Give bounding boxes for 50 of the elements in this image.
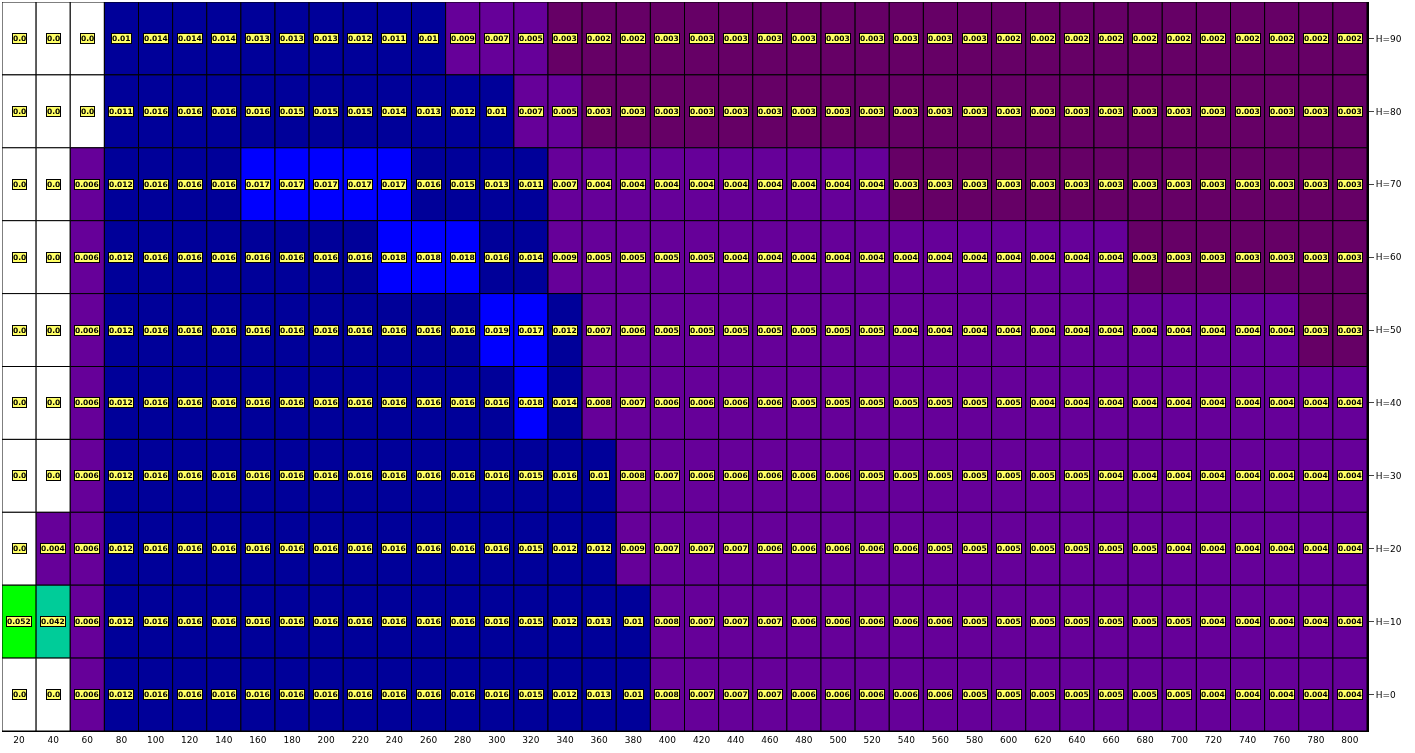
x-tick-label: 280: [454, 734, 472, 745]
x-tick-label: 660: [1102, 734, 1120, 745]
x-tick-label: 560: [931, 734, 950, 745]
x-tick-label: 440: [727, 734, 745, 745]
x-tick-label: 780: [1307, 734, 1325, 745]
x-tick-label: 500: [829, 734, 847, 745]
x-tick-label: 760: [1273, 734, 1291, 745]
x-tick-label: 400: [658, 734, 677, 745]
x-tick-label: 680: [1136, 734, 1155, 745]
y-tick-label: H=30: [1375, 471, 1402, 481]
x-tick-label: 80: [115, 734, 128, 745]
x-tick-label: 140: [215, 734, 233, 745]
x-tick-label: 220: [351, 734, 370, 745]
x-tick-label: 340: [556, 734, 574, 745]
x-tick-label: 600: [1000, 734, 1018, 745]
x-tick-label: 540: [897, 734, 916, 745]
y-tick-label: H=0: [1375, 689, 1397, 700]
y-tick-label: H=10: [1375, 616, 1402, 627]
x-tick-label: 120: [181, 734, 199, 745]
x-tick-label: 100: [146, 734, 165, 745]
x-tick-label: 300: [488, 734, 506, 745]
x-tick-label: 380: [624, 734, 643, 745]
x-tick-label: 40: [47, 734, 60, 745]
x-tick-label: 200: [317, 734, 336, 745]
x-tick-label: 640: [1068, 734, 1086, 745]
y-tick-label: H=20: [1375, 543, 1402, 554]
y-tick-label: H=60: [1375, 252, 1402, 263]
x-tick-label: 60: [81, 734, 94, 745]
x-tick-label: 320: [522, 734, 540, 745]
y-tick-label: H=80: [1375, 106, 1402, 117]
x-tick-label: 180: [283, 734, 301, 745]
x-tick-label: 740: [1238, 734, 1257, 745]
y-tick-label: H=40: [1375, 398, 1402, 409]
y-tick-label: H=70: [1375, 179, 1402, 190]
x-tick-label: 720: [1204, 734, 1223, 745]
x-tick-label: 620: [1034, 734, 1052, 745]
x-tick-label: 460: [761, 734, 779, 745]
y-tick-label: H=90: [1375, 33, 1402, 44]
x-tick-label: 480: [795, 734, 813, 745]
x-tick-label: 700: [1170, 734, 1189, 745]
x-tick-label: 20: [13, 734, 26, 745]
x-tick-label: 240: [385, 734, 404, 745]
x-tick-label: 360: [590, 734, 609, 745]
x-tick-label: 580: [965, 734, 984, 745]
x-tick-label: 160: [249, 734, 267, 745]
x-tick-label: 800: [1341, 734, 1359, 745]
y-tick-label: H=50: [1375, 325, 1402, 336]
x-tick-label: 260: [419, 734, 438, 745]
x-tick-label: 420: [692, 734, 711, 745]
x-tick-label: 520: [863, 734, 882, 745]
